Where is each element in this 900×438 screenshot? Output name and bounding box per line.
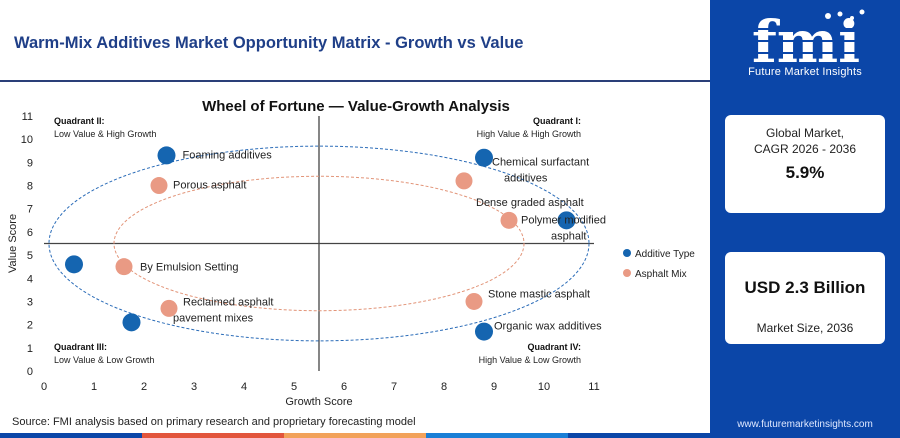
data-point-label: additives [504, 173, 548, 185]
x-tick-label: 8 [441, 381, 447, 393]
opportunity-matrix-chart: Wheel of Fortune — Value-Growth Analysis… [7, 98, 695, 408]
quadrant-subtitle: High Value & Low Growth [479, 355, 581, 365]
data-point-label: Foaming additives [183, 149, 273, 161]
x-tick-label: 7 [391, 381, 397, 393]
data-point-marker [157, 146, 176, 165]
y-tick-label: 3 [27, 296, 33, 308]
y-tick-label: 1 [27, 343, 33, 355]
x-tick-label: 1 [91, 381, 97, 393]
footer-bar-segment [284, 433, 426, 438]
data-point-label: Stone mastic asphalt [488, 288, 590, 300]
y-tick-label: 6 [27, 227, 33, 239]
chart-title: Wheel of Fortune — Value-Growth Analysis [202, 98, 510, 115]
data-point-marker [65, 255, 83, 274]
cagr-label-line2: CAGR 2026 - 2036 [753, 142, 857, 156]
y-tick-label: 5 [27, 250, 33, 262]
market-size-value: USD 2.3 Billion [744, 278, 866, 297]
quadrant-subtitle: High Value & High Growth [477, 129, 581, 139]
sidebar-panel [710, 0, 900, 438]
data-point-marker [455, 172, 473, 190]
data-point-marker [500, 211, 518, 229]
data-point-marker [160, 299, 178, 317]
legend-marker [623, 249, 631, 257]
x-tick-label: 5 [291, 381, 297, 393]
data-point-label: pavement mixes [173, 312, 254, 324]
data-point-label: asphalt [551, 230, 586, 242]
inner-orbit-ellipse [113, 175, 525, 312]
source-note: Source: FMI analysis based on primary re… [12, 416, 416, 428]
quadrant-title: Quadrant III: [54, 342, 107, 352]
website-link[interactable]: www.futuremarketinsights.com [737, 419, 873, 430]
cagr-label-line1: Global Market, [765, 126, 845, 140]
quadrant-title: Quadrant IV: [527, 342, 581, 352]
x-tick-label: 4 [241, 381, 247, 393]
data-point-label: Reclaimed asphalt [183, 296, 274, 308]
data-point-marker [475, 322, 493, 341]
y-tick-label: 10 [21, 134, 33, 146]
data-point-label: Dense graded asphalt [476, 197, 584, 209]
data-point-marker [475, 148, 493, 167]
data-point-label: Organic wax additives [494, 321, 602, 333]
y-tick-label: 8 [27, 181, 33, 193]
data-point-marker [465, 292, 483, 310]
footer-bar-segment [142, 433, 284, 438]
legend-label: Asphalt Mix [635, 269, 687, 280]
x-tick-label: 0 [41, 381, 47, 393]
header-divider [0, 80, 710, 82]
cagr-label: Global Market, CAGR 2026 - 2036 [725, 125, 885, 157]
quadrant-title: Quadrant II: [54, 116, 105, 126]
x-tick-label: 2 [141, 381, 147, 393]
brand-tagline: Future Market Insights [748, 66, 862, 78]
quadrant-title: Quadrant I: [533, 116, 581, 126]
y-tick-label: 2 [27, 320, 33, 332]
y-tick-label: 4 [27, 273, 33, 285]
footer-bar-segment [426, 433, 568, 438]
y-tick-label: 11 [22, 111, 33, 123]
legend-marker [623, 269, 631, 277]
x-tick-label: 6 [341, 381, 347, 393]
page-title: Warm-Mix Additives Market Opportunity Ma… [14, 34, 524, 52]
quadrant-subtitle: Low Value & Low Growth [54, 355, 154, 365]
x-tick-label: 9 [491, 381, 497, 393]
market-size-card: USD 2.3 Billion Market Size, 2036 [725, 252, 885, 344]
quadrant-subtitle: Low Value & High Growth [54, 129, 156, 139]
data-point-label: Chemical surfactant [492, 157, 589, 169]
data-point-label: By Emulsion Setting [140, 262, 238, 274]
data-point-marker [557, 211, 576, 230]
x-tick-label: 3 [191, 381, 197, 393]
cagr-card: Global Market, CAGR 2026 - 2036 5.9% [725, 115, 885, 213]
y-tick-label: 7 [27, 204, 33, 216]
outer-orbit-ellipse [48, 145, 590, 342]
market-size-label: Market Size, 2036 [756, 321, 854, 335]
x-axis-label: Growth Score [285, 396, 352, 408]
cagr-value: 5.9% [785, 163, 825, 182]
legend-label: Additive Type [635, 249, 695, 260]
footer-bar-segment [0, 433, 142, 438]
y-axis-label: Value Score [7, 214, 19, 273]
data-point-label: Porous asphalt [173, 180, 246, 192]
y-tick-label: 0 [27, 366, 33, 378]
data-point-marker [115, 258, 133, 276]
data-point-marker [122, 313, 141, 332]
footer-bar-segment [568, 433, 710, 438]
data-point-marker [150, 177, 168, 195]
x-tick-label: 10 [538, 381, 550, 393]
data-point-label: Polymer modified [521, 214, 606, 226]
x-tick-label: 11 [588, 381, 599, 393]
fmi-logo: fmi [744, 8, 868, 76]
y-tick-label: 9 [27, 157, 33, 169]
